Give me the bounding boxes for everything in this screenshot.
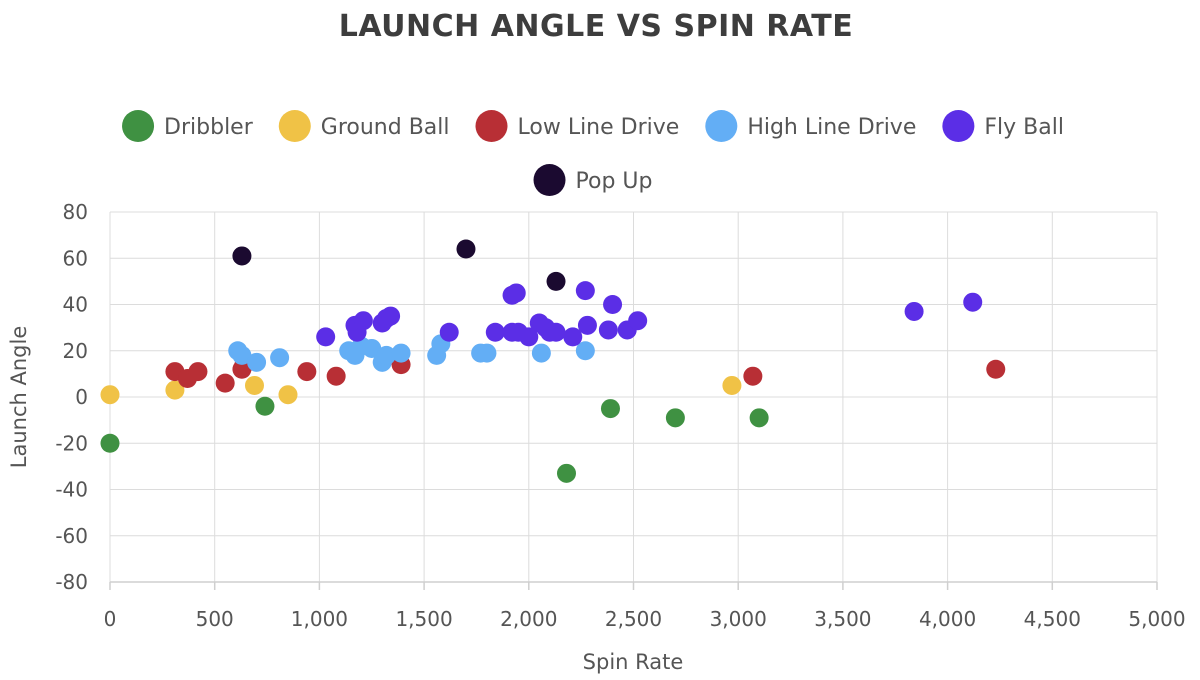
x-tick-label: 500 (196, 607, 234, 631)
y-tick-label: -60 (55, 524, 88, 548)
data-point (247, 352, 267, 372)
data-point (477, 343, 497, 363)
data-point (326, 366, 346, 386)
data-point (278, 385, 298, 405)
data-point (722, 375, 742, 395)
data-point (577, 315, 597, 335)
y-axis-title: Launch Angle (7, 326, 31, 468)
x-tick-label: 4,500 (1024, 607, 1081, 631)
x-axis-title: Spin Rate (583, 650, 684, 674)
y-tick-label: 40 (63, 293, 88, 317)
data-point (628, 311, 648, 331)
data-point (391, 343, 411, 363)
data-point (456, 239, 476, 259)
data-point (100, 385, 120, 405)
legend-item: Ground Ball (278, 110, 450, 142)
data-point (665, 408, 685, 428)
data-point (556, 463, 576, 483)
data-point (546, 271, 566, 291)
data-point (353, 311, 373, 331)
data-point (749, 408, 769, 428)
series-ground-ball (100, 375, 742, 405)
series-dribbler (100, 396, 769, 483)
data-point (563, 327, 583, 347)
y-tick-label: -40 (55, 478, 88, 502)
x-tick-label: 2,500 (605, 607, 662, 631)
y-tick-label: 80 (63, 200, 88, 224)
data-point (381, 306, 401, 326)
legend-label: Dribbler (164, 115, 254, 140)
data-point (600, 399, 620, 419)
data-points (100, 239, 1006, 483)
legend-item: Fly Ball (942, 110, 1064, 142)
data-point (546, 322, 566, 342)
x-tick-label: 1,000 (291, 607, 348, 631)
data-point (376, 345, 396, 365)
legend-item: High Line Drive (705, 110, 916, 142)
legend-swatch (278, 110, 311, 142)
x-tick-label: 5,000 (1128, 607, 1185, 631)
y-tick-label: 20 (63, 339, 88, 363)
data-point (232, 345, 252, 365)
y-tick-label: 60 (63, 246, 88, 270)
legend-label: High Line Drive (747, 115, 916, 140)
series-high-line-drive (228, 334, 595, 372)
data-point (506, 283, 526, 303)
legend-label: Fly Ball (984, 115, 1064, 140)
x-tick-label: 2,000 (500, 607, 557, 631)
data-point (603, 295, 623, 314)
data-point (575, 281, 595, 301)
legend-label: Pop Up (576, 169, 653, 194)
data-point (598, 320, 618, 340)
legend-label: Ground Ball (321, 115, 450, 140)
data-point (963, 292, 983, 312)
legend: Dribbler Ground Ball Low Line Drive High Li… (122, 110, 1064, 196)
data-point (244, 375, 264, 395)
axes: 0 500 1,000 1,500 2,000 2,500 3,000 3,500 4,000 4… (55, 200, 1185, 631)
x-tick-label: 4,000 (919, 607, 976, 631)
data-point (485, 322, 505, 342)
y-tick-label: 0 (75, 385, 88, 409)
data-point (316, 327, 336, 347)
data-point (575, 341, 595, 361)
data-point (270, 348, 290, 368)
data-point (904, 301, 924, 321)
series-pop-up (232, 239, 566, 291)
series-fly-ball (316, 281, 983, 347)
legend-swatch (705, 110, 738, 142)
x-tick-label: 3,500 (814, 607, 871, 631)
chart-title: LAUNCH ANGLE VS SPIN RATE (339, 9, 853, 44)
x-tick-label: 3,000 (710, 607, 767, 631)
data-point (215, 373, 235, 393)
data-point (297, 362, 317, 382)
data-point (986, 359, 1006, 379)
legend-swatch (942, 110, 975, 142)
legend-item: Low Line Drive (475, 110, 680, 142)
legend-swatch (475, 110, 508, 142)
data-point (743, 366, 763, 386)
data-point (439, 322, 459, 342)
data-point (531, 343, 551, 363)
data-point (255, 396, 275, 416)
legend-label: Low Line Drive (518, 115, 680, 140)
x-tick-label: 0 (104, 607, 117, 631)
data-point (519, 327, 539, 347)
legend-item: Dribbler (122, 110, 254, 142)
legend-swatch (122, 110, 155, 142)
data-point (232, 246, 252, 266)
legend-item: Pop Up (533, 164, 653, 196)
y-tick-label: -20 (55, 431, 88, 455)
y-tick-label: -80 (55, 570, 88, 594)
data-point (188, 362, 208, 382)
data-point (100, 433, 120, 453)
x-tick-label: 1,500 (395, 607, 452, 631)
grid (109, 211, 1158, 583)
data-point (165, 380, 185, 400)
legend-swatch (533, 164, 566, 196)
data-point (362, 338, 382, 358)
